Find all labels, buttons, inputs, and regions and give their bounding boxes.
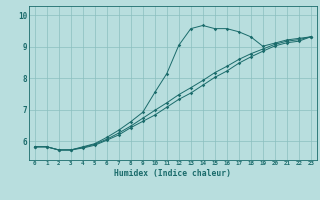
X-axis label: Humidex (Indice chaleur): Humidex (Indice chaleur): [114, 169, 231, 178]
